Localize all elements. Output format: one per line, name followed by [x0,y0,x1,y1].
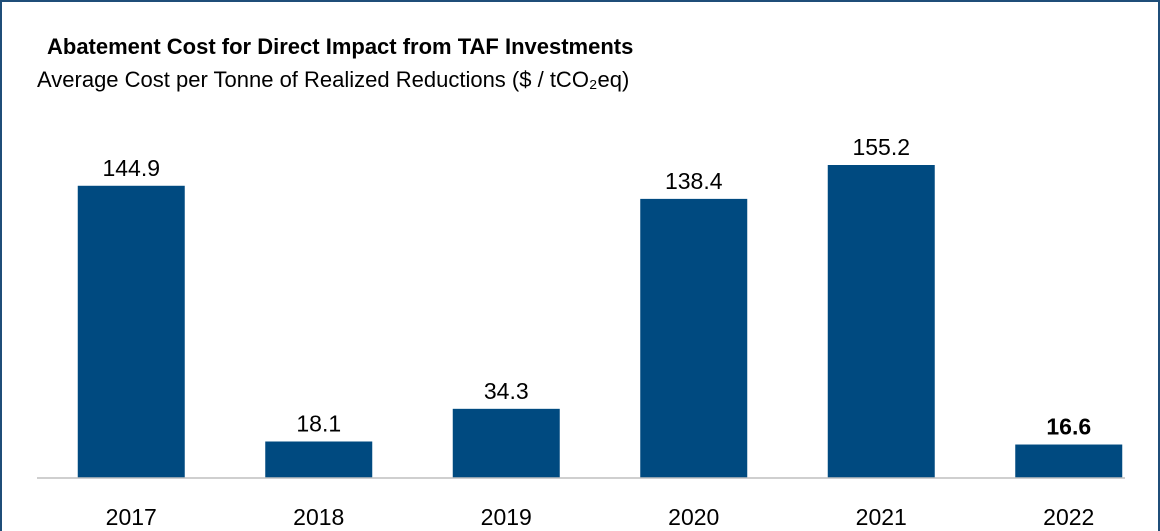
x-tick-label: 2020 [668,504,719,530]
x-tick-label: 2018 [293,504,344,530]
bar [1015,444,1123,478]
bar [77,185,185,478]
data-label: 155.2 [852,134,910,160]
x-tick-label: 2022 [1043,504,1094,530]
data-label: 34.3 [484,378,529,404]
data-label: 18.1 [296,410,341,436]
data-label: 144.9 [102,155,160,181]
x-tick-label: 2017 [106,504,157,530]
x-tick-label: 2021 [856,504,907,530]
x-tick-label: 2019 [481,504,532,530]
bar [265,441,373,478]
data-label: 138.4 [665,168,723,194]
chart-subtitle: Average Cost per Tonne of Realized Reduc… [37,67,629,92]
chart-title: Abatement Cost for Direct Impact from TA… [47,34,633,59]
bar [640,198,748,478]
bar [452,408,560,478]
bar [827,165,935,478]
data-label: 16.6 [1046,414,1091,440]
